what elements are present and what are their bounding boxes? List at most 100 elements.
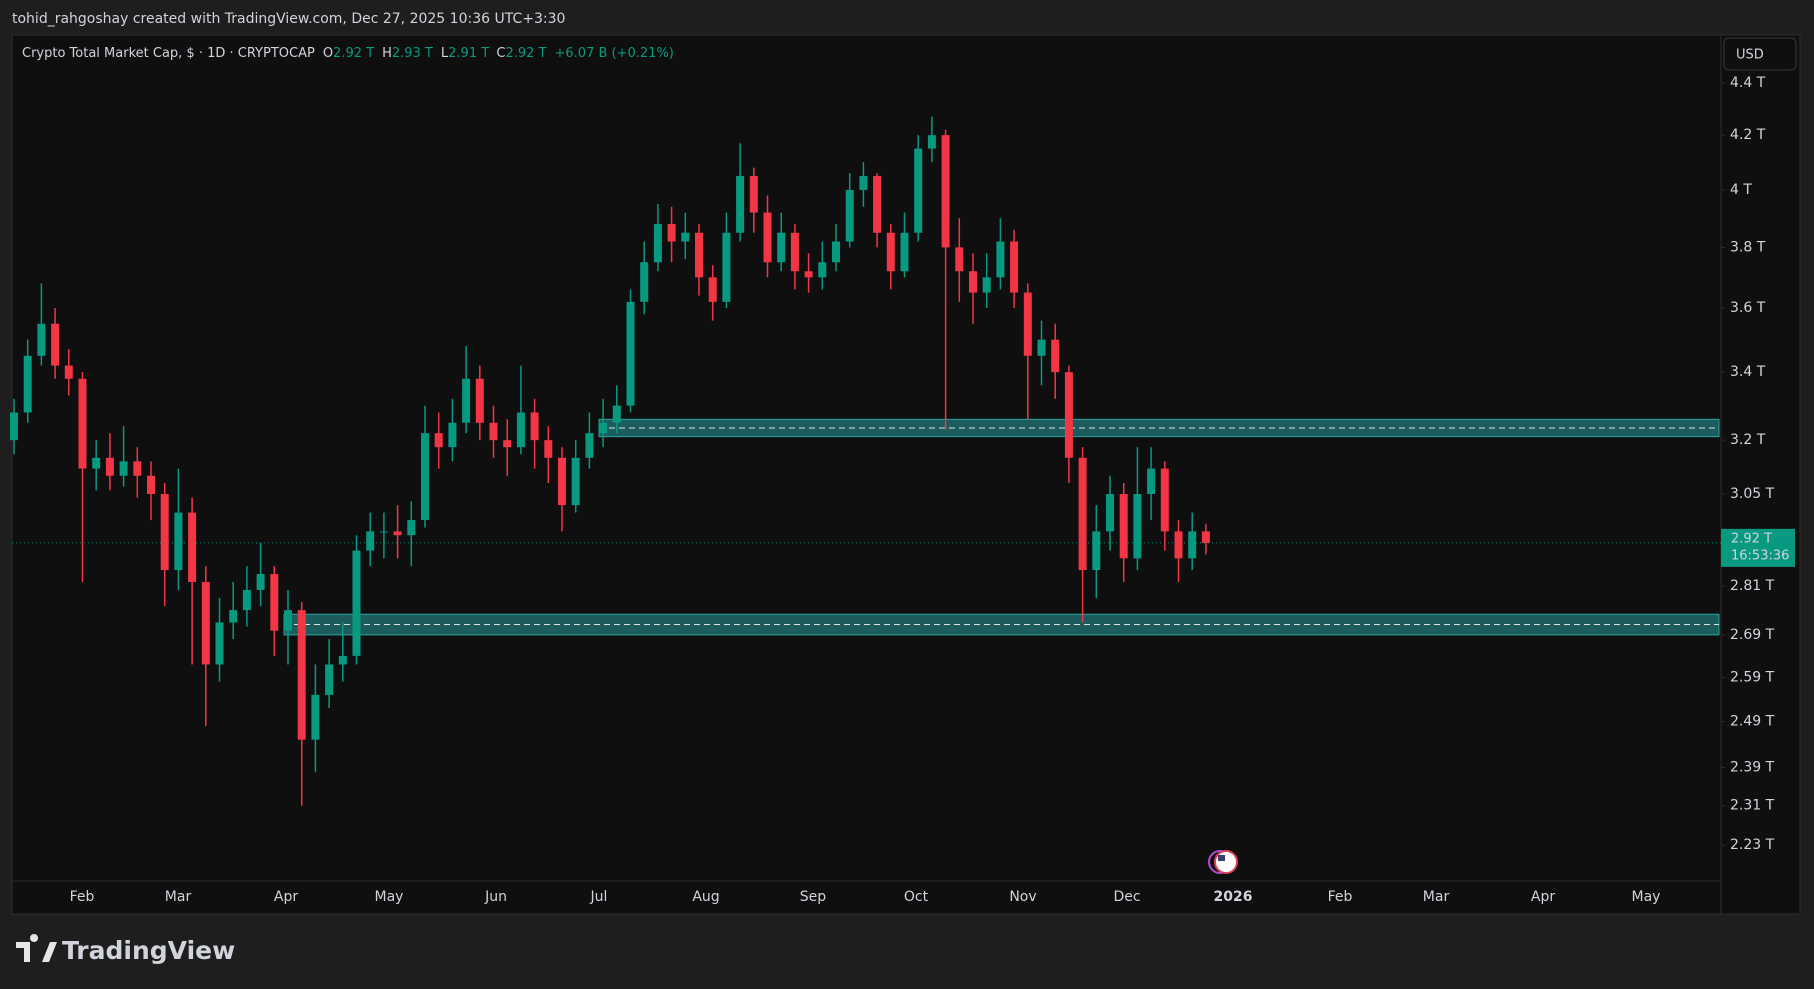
candle-body [462, 378, 471, 423]
y-tick-label: 2.59 T [1730, 669, 1775, 685]
y-tick-label: 2.31 T [1730, 798, 1775, 814]
candle-body [311, 694, 320, 740]
candle-body [229, 610, 238, 623]
candle-body [763, 212, 772, 263]
candle-body [421, 433, 429, 521]
candle-body [174, 512, 183, 571]
candle-body [667, 224, 676, 242]
y-tick-label: 2.81 T [1730, 578, 1775, 594]
candle-body [270, 574, 279, 631]
candle-body [516, 412, 525, 448]
brand-logo [16, 934, 57, 962]
candle-body [626, 301, 635, 406]
legend-value: 2.91 T [448, 46, 489, 61]
x-tick-label: Jun [484, 889, 507, 905]
candle-body [503, 440, 512, 448]
candle-body [900, 232, 909, 272]
candle-body [969, 271, 977, 293]
candle-body [1078, 457, 1087, 571]
x-tick-label: Mar [165, 889, 192, 905]
candle-body [23, 355, 32, 413]
x-tick-label: Feb [70, 889, 95, 905]
candle-body [10, 412, 18, 441]
candle-body [133, 461, 142, 476]
candle-body [215, 622, 224, 665]
credit: tohid_rahgoshay created with TradingView… [12, 11, 565, 27]
candle-body [284, 610, 292, 631]
legend-key: O [323, 46, 333, 61]
candle-body [941, 135, 950, 248]
x-tick-label: Sep [800, 889, 827, 905]
candle-body [379, 531, 388, 533]
candle-body [845, 189, 854, 242]
candle-body [201, 581, 210, 665]
countdown: 16:53:36 [1731, 548, 1789, 563]
candle-body [1051, 339, 1060, 373]
y-tick-label: 2.39 T [1730, 760, 1775, 776]
candle-body [955, 247, 964, 272]
candle-body [1160, 468, 1169, 532]
candle-body [242, 589, 251, 611]
candle-body [886, 232, 895, 272]
x-tick-label: May [375, 889, 404, 905]
candle-body [859, 175, 868, 190]
event-icon [1208, 850, 1238, 874]
candle-body [873, 175, 882, 233]
candle-body [681, 232, 690, 242]
candle-body [37, 323, 46, 356]
candle-body [749, 175, 758, 213]
candle-body [448, 422, 457, 448]
y-tick-label: 3.05 T [1730, 486, 1775, 502]
x-tick-label: Mar [1423, 889, 1450, 905]
candle-body [804, 271, 813, 278]
candle-body [612, 405, 621, 423]
x-tick-label: Apr [1531, 889, 1555, 905]
x-tick-label: Oct [904, 889, 929, 905]
flag-icon [1214, 850, 1238, 874]
candle-body [160, 494, 169, 571]
candle-body [366, 531, 375, 551]
x-tick-label: Feb [1328, 889, 1353, 905]
candle-body [1174, 531, 1183, 559]
currency-label: USD [1736, 48, 1764, 63]
candle-body [1147, 468, 1156, 495]
candle-body [1106, 494, 1114, 532]
price-label-box [1721, 528, 1795, 567]
candle-body [105, 457, 114, 476]
candle-body [695, 232, 703, 278]
y-tick-label: 4 T [1730, 182, 1752, 198]
legend-value: 2.92 T [505, 46, 546, 61]
candle-body [1201, 531, 1210, 543]
x-tick-label: Apr [274, 889, 298, 905]
legend-value: 2.93 T [392, 46, 433, 61]
candle-body [530, 412, 539, 441]
legend-change: +6.07 B (+0.21%) [555, 46, 674, 61]
currency-button[interactable] [1723, 37, 1797, 71]
candle-body [736, 175, 745, 233]
candle-body [1188, 531, 1197, 559]
candle-body [818, 262, 827, 278]
candle-body [914, 148, 923, 233]
candle-body [708, 277, 717, 302]
y-tick-label: 3.6 T [1730, 300, 1766, 316]
x-tick-label: Jul [590, 889, 608, 905]
candle-body [571, 457, 580, 506]
candle-body [722, 232, 731, 302]
candle-body [325, 664, 334, 695]
candle-body [1092, 531, 1101, 571]
candle-body [777, 232, 786, 263]
candle-body [982, 277, 991, 293]
y-tick-label: 4.4 T [1730, 75, 1766, 91]
x-tick-label: May [1632, 889, 1661, 905]
candle-body [640, 262, 649, 302]
candle-body [297, 610, 306, 740]
brand: TradingView [16, 934, 235, 965]
candle-body [544, 440, 553, 458]
candle-body [1010, 241, 1019, 293]
candle-body [1133, 494, 1142, 559]
candle-body [119, 461, 128, 476]
flag-canton [1218, 855, 1225, 861]
candle-body [790, 232, 799, 272]
candle-body [1037, 339, 1046, 356]
